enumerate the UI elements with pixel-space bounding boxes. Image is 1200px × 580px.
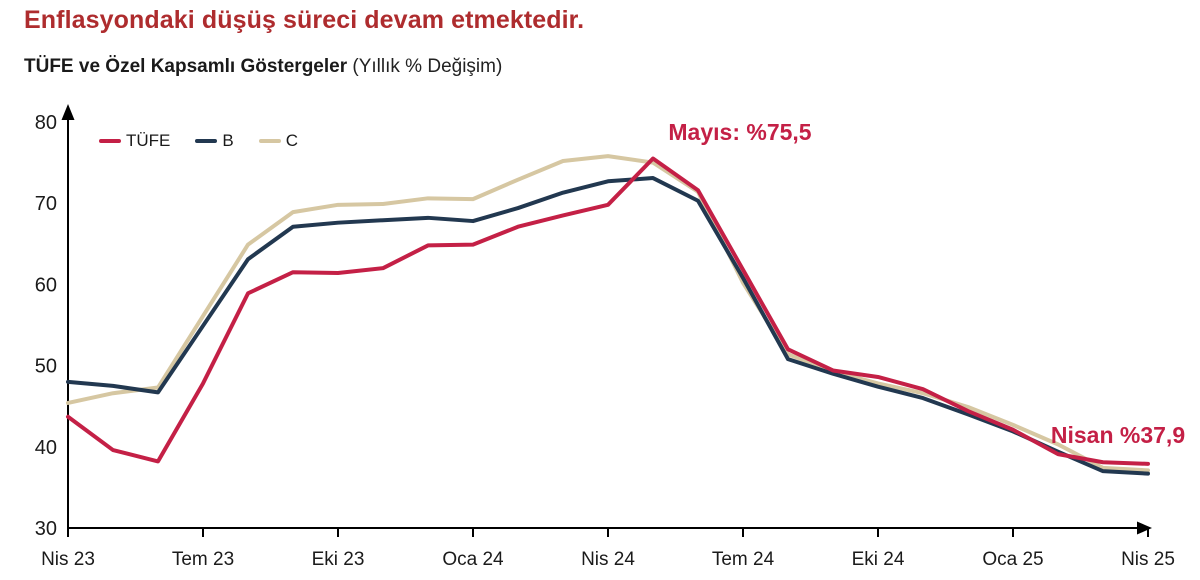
x-tick-label: Nis 25 <box>1121 549 1175 570</box>
legend-item-tufe: TÜFE <box>99 131 170 151</box>
tufe-line <box>66 156 1150 466</box>
x-tick-label: Nis 24 <box>581 549 635 570</box>
chart-subtitle-bold: TÜFE ve Özel Kapsamlı Göstergeler <box>24 56 348 77</box>
y-tick-label: 40 <box>35 437 57 459</box>
x-tick-label: Eki 24 <box>852 549 905 570</box>
chart-subtitle-units: (Yıllık % Değişim) <box>347 56 503 77</box>
y-tick-label: 50 <box>35 356 57 378</box>
legend-item-c: C <box>258 131 299 151</box>
x-tick-label: Oca 25 <box>982 549 1043 570</box>
x-tick-label: Oca 24 <box>442 549 504 570</box>
chart-legend: TÜFE B C <box>99 131 298 151</box>
legend-label-c: C <box>285 131 299 150</box>
x-tick-label: Nis 23 <box>41 549 95 570</box>
c-line <box>66 154 1150 473</box>
y-tick-label: 70 <box>35 193 57 215</box>
c-line-swatch <box>258 139 281 143</box>
chart-subtitle: TÜFE ve Özel Kapsamlı Göstergeler (Yıllı… <box>24 56 502 78</box>
b-line-swatch <box>195 139 218 143</box>
x-axis-arrow-icon <box>1137 521 1152 535</box>
annotation-latest-april: Nisan %37,9 <box>1050 422 1186 448</box>
x-tick-label: Tem 24 <box>712 549 775 570</box>
legend-item-b: B <box>195 131 234 151</box>
x-tick-label: Tem 23 <box>172 549 234 570</box>
legend-label-tufe: TÜFE <box>126 131 171 150</box>
tufe-line-swatch <box>99 139 121 143</box>
y-tick-label: 60 <box>35 274 57 296</box>
annotation-peak-may: Mayıs: %75,5 <box>668 119 812 145</box>
y-tick-label: 80 <box>35 112 57 134</box>
y-axis-arrow-icon <box>61 104 75 120</box>
legend-label-b: B <box>222 131 234 150</box>
b-line <box>66 176 1150 476</box>
page-title: Enflasyondaki düşüş süreci devam etmekte… <box>24 6 585 34</box>
y-tick-label: 30 <box>35 518 57 540</box>
x-tick-label: Eki 23 <box>312 549 365 570</box>
